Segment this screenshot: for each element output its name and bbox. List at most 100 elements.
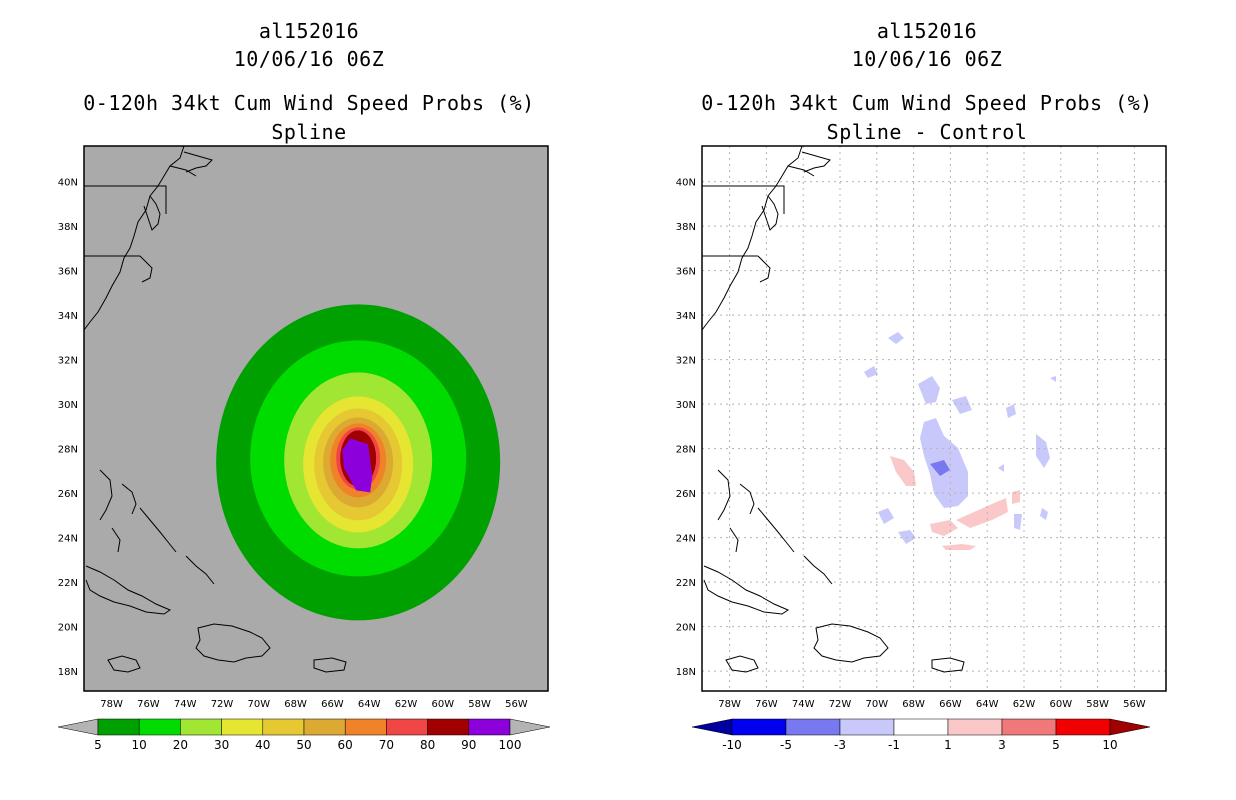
colorbar-label: 60 — [338, 738, 353, 752]
colorbar-label: 20 — [173, 738, 188, 752]
colorbar-swatch — [386, 718, 428, 736]
lon-tick-label: 58W — [1086, 699, 1109, 710]
lat-tick-label: 34N — [676, 311, 696, 322]
lon-tick-label: 66W — [939, 699, 962, 710]
lat-tick-label: 24N — [58, 534, 78, 545]
boundary-line — [702, 185, 785, 214]
lon-tick-label: 78W — [100, 699, 123, 710]
colorbar-swatch — [138, 718, 181, 736]
colorbar-label: 80 — [420, 738, 435, 752]
lon-tick-label: 76W — [755, 699, 778, 710]
coastline — [121, 483, 137, 515]
colorbar-swatch — [1055, 718, 1111, 736]
subtitle: Spline — [271, 120, 347, 144]
colorbar: 5 10 20 30 40 50 60 70 80 90 100 — [57, 718, 551, 752]
product-title: 0-120h 34kt Cum Wind Speed Probs (%) — [701, 91, 1153, 115]
lon-tick-label: 62W — [1013, 699, 1036, 710]
lon-tick-label: 56W — [505, 699, 528, 710]
difference-contour — [898, 530, 916, 544]
colorbar: -10 -5 -3 -1 1 3 5 10 — [691, 718, 1151, 752]
lon-tick-label: 64W — [358, 699, 381, 710]
coastline — [195, 623, 271, 663]
lat-tick-label: 18N — [58, 667, 78, 678]
coastline — [143, 195, 161, 231]
coastline — [761, 195, 779, 231]
difference-contour — [1006, 404, 1016, 418]
coastlines — [701, 145, 965, 673]
contour-90 — [342, 438, 373, 493]
colorbar-swatch — [1001, 718, 1057, 736]
colorbar-swatch — [303, 718, 346, 736]
lat-tick-label: 24N — [676, 534, 696, 545]
lat-tick-label: 20N — [676, 623, 696, 634]
lat-tick-label: 22N — [676, 578, 696, 589]
difference-contour — [888, 332, 904, 344]
lon-tick-label: 60W — [1049, 699, 1072, 710]
coastline — [801, 151, 831, 173]
coastline — [729, 527, 739, 553]
colorbar-swatch — [97, 718, 140, 736]
boundary-line — [84, 185, 167, 214]
plot-background — [702, 146, 1166, 691]
lat-tick-label: 28N — [58, 445, 78, 456]
storm-id-title: al152016 — [876, 19, 978, 43]
lat-tick-label: 30N — [58, 400, 78, 411]
lat-tick-label: 28N — [676, 445, 696, 456]
lon-tick-label: 74W — [792, 699, 815, 710]
colorbar-label: 40 — [255, 738, 270, 752]
lon-tick-label: 72W — [211, 699, 234, 710]
coastline — [83, 145, 185, 331]
difference-contour — [956, 498, 1008, 528]
lat-tick-label: 40N — [676, 178, 696, 189]
colorbar-label: 50 — [296, 738, 311, 752]
colorbar-label: 3 — [998, 738, 1006, 752]
coastline — [111, 527, 121, 553]
coastline — [701, 145, 803, 331]
lat-tick-label: 30N — [676, 400, 696, 411]
colorbar-swatch — [262, 718, 305, 736]
coastline — [787, 165, 815, 177]
lon-tick-label: 72W — [829, 699, 852, 710]
difference-contour — [1012, 490, 1020, 504]
colorbar-label: 100 — [499, 738, 522, 752]
lon-tick-label: 70W — [247, 699, 270, 710]
plot-frame — [701, 145, 1167, 692]
lat-tick-label: 32N — [58, 356, 78, 367]
colorbar-end-high — [1109, 718, 1151, 736]
lat-tick-label: 26N — [58, 489, 78, 500]
gridlines — [702, 146, 1166, 691]
subtitle: Spline - Control — [826, 120, 1028, 144]
field-layer — [864, 332, 1056, 550]
colorbar-label: 70 — [379, 738, 394, 752]
colorbar-label: -3 — [834, 738, 846, 752]
difference-contour — [998, 464, 1004, 472]
lon-tick-label: 68W — [284, 699, 307, 710]
lon-tick-label: 64W — [976, 699, 999, 710]
difference-contour — [1040, 508, 1048, 520]
colorbar-swatch — [731, 718, 787, 736]
lat-tick-label: 20N — [58, 623, 78, 634]
probability-map: 40N 38N 36N 34N 32N 30N 28N 26N 24N 22N 20N 18N 78W 7… — [57, 145, 551, 752]
lon-tick-label: 78W — [718, 699, 741, 710]
colorbar-label: 10 — [1102, 738, 1117, 752]
coastline — [813, 623, 889, 663]
coastline — [803, 555, 833, 585]
colorbar-swatch — [344, 718, 387, 736]
coastline — [739, 483, 755, 515]
left-panel: al152016 10/06/16 06Z 0-120h 34kt Cum Wi… — [57, 19, 551, 752]
colorbar-label: -1 — [888, 738, 900, 752]
colorbar-swatch — [785, 718, 841, 736]
colorbar-label: 1 — [944, 738, 952, 752]
difference-contour — [864, 366, 878, 378]
storm-id-title: al152016 — [258, 19, 360, 43]
coastlines — [83, 145, 347, 673]
coastline — [169, 165, 197, 177]
lat-tick-label: 40N — [58, 178, 78, 189]
coastline — [99, 469, 113, 521]
difference-contour — [930, 520, 958, 536]
difference-contour — [930, 460, 950, 476]
colorbar-label: -5 — [780, 738, 792, 752]
lon-tick-label: 56W — [1123, 699, 1146, 710]
coastline — [185, 555, 215, 585]
colorbar-swatch — [427, 718, 470, 736]
